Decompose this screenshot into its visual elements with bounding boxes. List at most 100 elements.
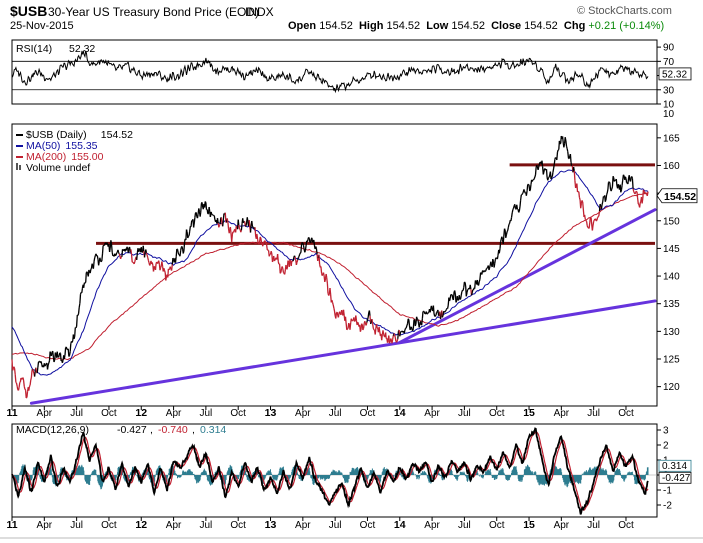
price-segment xyxy=(130,249,133,255)
legend-value: 154.52 xyxy=(101,129,133,141)
price-segment xyxy=(556,152,559,161)
brand-logo: © StockCharts.com xyxy=(577,5,672,17)
macd-hist-last-box xyxy=(658,459,692,472)
price-segment xyxy=(176,249,179,253)
price-segment xyxy=(57,355,60,358)
price-segment xyxy=(622,174,625,176)
price-segment xyxy=(119,256,122,260)
price-segment xyxy=(626,182,628,184)
price-segment xyxy=(159,267,162,271)
price-segment xyxy=(237,219,240,226)
price-segment xyxy=(195,212,198,217)
price-segment xyxy=(522,192,524,194)
price-segment xyxy=(382,334,385,337)
price-segment xyxy=(348,322,350,325)
macd-x-tick-label: Apr xyxy=(295,520,311,531)
price-segment xyxy=(245,222,248,227)
price-segment xyxy=(388,341,391,344)
price-segment xyxy=(390,338,392,341)
price-segment xyxy=(419,321,422,326)
price-segment xyxy=(74,327,76,337)
price-segment xyxy=(239,228,241,230)
price-segment xyxy=(591,225,594,231)
price-segment xyxy=(375,324,378,328)
price-segment xyxy=(190,220,193,227)
price-segment xyxy=(335,312,338,319)
price-segment xyxy=(133,261,136,265)
price-segment xyxy=(273,259,276,262)
price-segment xyxy=(613,179,616,182)
price-segment xyxy=(439,315,442,320)
price-segment xyxy=(543,168,546,173)
x-tick-label: Jul xyxy=(458,408,471,419)
price-segment xyxy=(605,194,608,201)
price-segment xyxy=(496,255,499,260)
high-label: High xyxy=(358,20,384,32)
price-segment xyxy=(396,338,399,342)
price-segment xyxy=(322,272,325,277)
price-segment xyxy=(588,222,591,229)
price-segment xyxy=(552,168,555,173)
price-segment xyxy=(585,221,588,226)
price-segment xyxy=(574,185,577,189)
macd-x-tick-label: Jul xyxy=(458,520,471,531)
price-segment xyxy=(189,226,192,232)
price-segment xyxy=(395,340,398,343)
rsi-tick-label: 30 xyxy=(663,85,675,96)
price-segment xyxy=(331,299,334,303)
price-segment xyxy=(231,234,234,242)
price-segment xyxy=(638,202,641,208)
price-segment xyxy=(633,191,635,194)
price-segment xyxy=(593,218,596,221)
macd-hist-value: 0.314 xyxy=(200,424,226,436)
price-segment xyxy=(302,245,305,250)
price-segment xyxy=(503,228,506,231)
price-segment xyxy=(597,216,599,219)
price-segment xyxy=(228,229,231,234)
price-segment xyxy=(81,288,84,293)
price-segment xyxy=(512,208,515,210)
legend-swatch xyxy=(16,163,18,170)
price-segment xyxy=(175,249,178,257)
price-segment xyxy=(136,252,139,260)
symbol: $USB xyxy=(10,3,48,19)
price-segment xyxy=(620,185,623,190)
price-tick-label: 125 xyxy=(663,355,680,366)
price-segment xyxy=(622,174,625,181)
price-segment xyxy=(561,136,564,144)
close-label: Close xyxy=(491,20,522,32)
price-segment xyxy=(415,316,418,320)
price-segment xyxy=(226,218,229,223)
price-segment xyxy=(523,189,526,192)
high-value: 154.52 xyxy=(386,20,421,32)
x-tick-label: Jul xyxy=(70,408,83,419)
price-segment xyxy=(88,269,91,273)
x-tick-label: Jul xyxy=(329,408,342,419)
price-segment xyxy=(299,252,302,254)
price-segment xyxy=(216,218,219,224)
price-segment xyxy=(13,366,16,369)
price-segment xyxy=(298,254,301,257)
x-tick-label: Oct xyxy=(489,408,505,419)
price-segment xyxy=(511,209,514,214)
price-segment xyxy=(270,251,273,254)
price-segment xyxy=(138,249,140,253)
price-segment xyxy=(47,362,50,366)
price-segment xyxy=(642,189,645,199)
price-tick-label: 150 xyxy=(663,216,680,227)
price-segment xyxy=(406,323,409,326)
macd-sep: , xyxy=(192,424,195,436)
price-segment xyxy=(106,242,109,246)
price-segment xyxy=(410,326,413,331)
price-segment xyxy=(36,367,39,374)
price-segment xyxy=(627,177,630,185)
price-segment xyxy=(244,221,246,227)
price-segment xyxy=(183,241,186,251)
price-segment xyxy=(632,188,635,192)
price-segment xyxy=(406,318,409,324)
price-segment xyxy=(531,179,534,182)
price-segment xyxy=(15,382,18,387)
price-segment xyxy=(507,226,510,231)
price-segment xyxy=(333,310,336,316)
price-segment xyxy=(296,259,299,263)
